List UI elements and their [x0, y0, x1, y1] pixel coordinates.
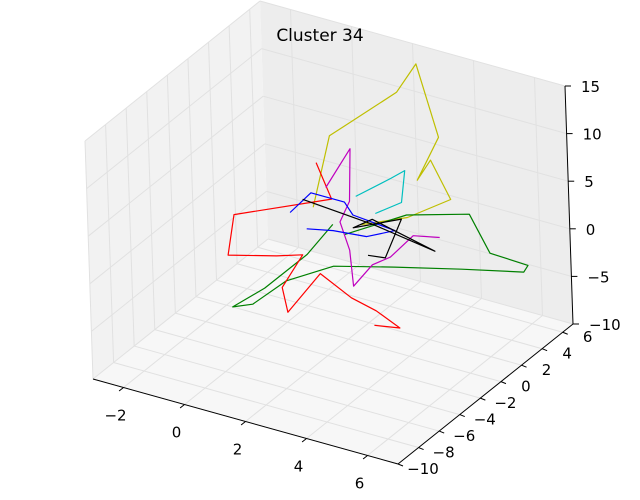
y-tick-mark [500, 381, 507, 385]
z-tick-label: 0 [586, 221, 596, 239]
y-tick-label: −8 [433, 444, 455, 462]
x-tick-label: 4 [294, 458, 304, 476]
x-tick-mark [179, 404, 185, 409]
series-group [227, 63, 529, 329]
y-tick-mark [562, 331, 568, 335]
x-grid-back [412, 43, 421, 282]
y-tick-label: −2 [494, 394, 516, 412]
x-grid-back [473, 60, 482, 299]
series-line-1 [312, 63, 452, 226]
z-grid-back [267, 238, 574, 325]
y-tick-mark [438, 430, 445, 434]
y-grid-left [249, 9, 259, 248]
y-tick-label: 0 [521, 378, 531, 396]
y-grid-floor [175, 312, 481, 399]
z-grid-back [263, 95, 569, 182]
series-line-3 [227, 162, 401, 329]
axes-panes [85, 1, 573, 464]
z-grid-left [84, 0, 261, 142]
x-tick-mark [362, 455, 368, 460]
x-grid-floor [245, 281, 421, 422]
y-tick-label: −6 [453, 427, 475, 445]
z-grid-back [259, 0, 566, 87]
z-axis-line [564, 85, 574, 325]
y-grid-left [208, 42, 218, 281]
z-grid-back [266, 190, 572, 277]
x-grid-floor [123, 247, 299, 388]
series-line-7 [302, 198, 436, 259]
y-grid-left [166, 75, 176, 314]
y-tick-label: 6 [583, 328, 593, 346]
y-grid-floor [257, 246, 563, 333]
z-tick-label: 15 [581, 78, 600, 96]
y-tick-mark [480, 397, 486, 401]
grid-lines [84, 0, 574, 465]
series-line-2 [232, 213, 529, 308]
y-grid-left [146, 91, 156, 330]
z-grid-left [89, 143, 266, 285]
chart-title: Cluster 34 [276, 26, 363, 46]
x-tick-label: 2 [233, 441, 243, 459]
y-grid-floor [113, 362, 419, 449]
y-tick-label: 2 [542, 361, 552, 379]
x-tick-mark [301, 438, 307, 443]
y-tick-mark [541, 348, 548, 352]
y-tick-mark [397, 463, 404, 467]
y-tick-mark [418, 447, 424, 450]
z-grid-left [87, 95, 264, 237]
z-grid-left [92, 238, 269, 380]
y-grid-left [228, 25, 238, 264]
y-grid-left [125, 108, 135, 347]
y-grid-floor [154, 329, 460, 416]
y-grid-left [105, 124, 115, 363]
y-grid-left [84, 140, 94, 380]
series-line-5 [289, 192, 396, 238]
x-grid-floor [306, 298, 482, 439]
z-tick-label: 10 [583, 126, 602, 144]
series-line-6 [355, 170, 406, 215]
x-grid-back [351, 26, 360, 265]
x-grid-back [534, 77, 543, 316]
z-grid-left [91, 191, 267, 332]
x-grid-floor [184, 264, 360, 405]
y-grid-left [187, 58, 197, 297]
z-grid-back [261, 48, 567, 135]
series-line-4 [325, 148, 440, 287]
x-tick-label: 6 [355, 475, 365, 493]
y-grid-floor [195, 296, 502, 383]
x-tick-label: 0 [172, 424, 182, 442]
y-axis-line [397, 323, 574, 465]
x-tick-label: −2 [104, 407, 126, 425]
y-tick-label: −10 [407, 460, 439, 478]
z-grid-back [264, 143, 570, 230]
z-grid-left [86, 48, 262, 189]
y-tick-mark [521, 364, 527, 368]
z-tick-label: −5 [587, 268, 609, 286]
x-grid-floor [367, 315, 543, 456]
axis-lines [92, 85, 579, 467]
z-tick-label: 5 [584, 173, 594, 191]
y-tick-label: −4 [474, 411, 496, 429]
left-pane [85, 1, 268, 379]
y-tick-label: 4 [562, 345, 572, 363]
y-grid-floor [134, 345, 440, 432]
x-tick-mark [118, 387, 124, 392]
y-tick-mark [459, 414, 465, 418]
z-tick-label: −10 [589, 316, 621, 334]
x-tick-mark [240, 421, 246, 426]
x-grid-back [290, 9, 299, 248]
